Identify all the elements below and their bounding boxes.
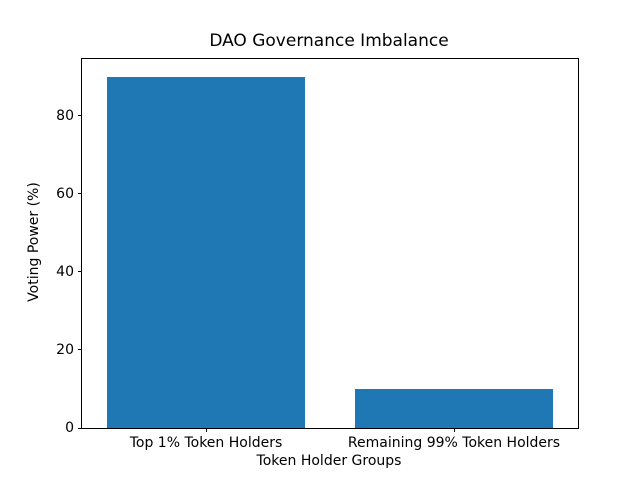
plot-area: 0 20 40 60 80 Top 1% Token Holders Remaining 9…: [56, 58, 579, 451]
y-tick-mark: [78, 193, 82, 195]
bar-1: [106, 76, 306, 428]
chart-title: DAO Governance Imbalance: [209, 31, 449, 51]
bar-2: [354, 388, 554, 428]
x-tick-mark: [453, 428, 455, 432]
y-tick-label: 80: [56, 107, 74, 124]
y-tick-label: 0: [65, 420, 74, 436]
y-tick-mark: [78, 115, 82, 117]
y-axis-label: Voting Power (%): [26, 182, 42, 302]
x-tick-mark: [205, 428, 207, 432]
y-tick-mark: [78, 349, 82, 351]
x-axis-label: Token Holder Groups: [256, 453, 402, 469]
y-tick-label: 60: [56, 185, 74, 202]
y-tick-label: 40: [56, 263, 74, 280]
y-tick-mark: [78, 427, 82, 429]
x-tick-label: Remaining 99% Token Holders: [347, 435, 561, 451]
y-tick-mark: [78, 271, 82, 273]
y-tick-label: 20: [56, 341, 74, 358]
x-tick-label: Top 1% Token Holders: [129, 435, 283, 451]
